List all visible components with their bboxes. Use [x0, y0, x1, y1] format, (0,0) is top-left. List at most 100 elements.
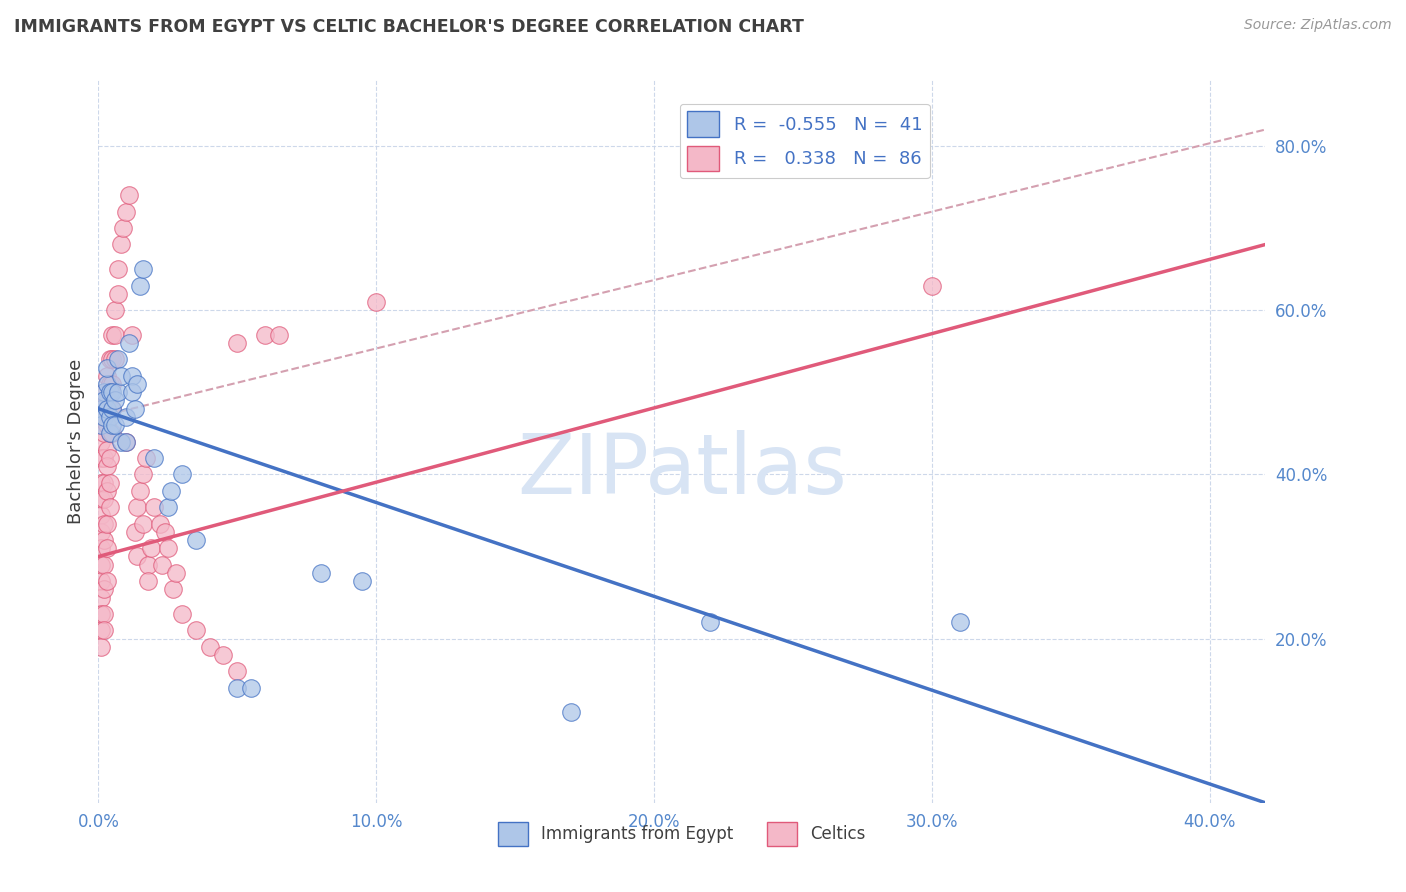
Point	[101, 426, 124, 441]
Point	[156, 500, 179, 515]
Point	[104, 327, 127, 342]
Point	[143, 450, 166, 465]
Point	[132, 262, 155, 277]
Point	[101, 385, 124, 400]
Point	[138, 558, 160, 572]
Point	[96, 442, 118, 457]
Point	[96, 459, 118, 474]
Point	[110, 434, 132, 449]
Point	[98, 352, 121, 367]
Point	[115, 434, 138, 449]
Point	[127, 500, 149, 515]
Point	[93, 624, 115, 638]
Point	[121, 368, 143, 383]
Point	[90, 640, 112, 654]
Point	[118, 188, 141, 202]
Point	[98, 426, 121, 441]
Point	[90, 401, 112, 416]
Point	[98, 377, 121, 392]
Point	[93, 491, 115, 506]
Point	[104, 303, 127, 318]
Point	[560, 706, 582, 720]
Point	[96, 401, 118, 416]
Point	[93, 426, 115, 441]
Point	[93, 409, 115, 424]
Point	[121, 327, 143, 342]
Point	[93, 516, 115, 531]
Point	[101, 377, 124, 392]
Point	[90, 541, 112, 556]
Point	[93, 393, 115, 408]
Point	[90, 591, 112, 605]
Point	[90, 450, 112, 465]
Point	[90, 401, 112, 416]
Point	[212, 648, 235, 662]
Point	[127, 377, 149, 392]
Point	[226, 681, 249, 695]
Point	[198, 640, 221, 654]
Point	[124, 401, 146, 416]
Point	[104, 393, 127, 408]
Point	[121, 385, 143, 400]
Point	[101, 401, 124, 416]
Point	[90, 418, 112, 433]
Point	[115, 409, 138, 424]
Point	[118, 336, 141, 351]
Point	[184, 533, 207, 547]
Point	[141, 541, 163, 556]
Point	[124, 524, 146, 539]
Point	[101, 352, 124, 367]
Point	[90, 558, 112, 572]
Point	[96, 377, 118, 392]
Point	[921, 278, 943, 293]
Point	[93, 558, 115, 572]
Point	[110, 237, 132, 252]
Point	[98, 426, 121, 441]
Point	[98, 409, 121, 424]
Point	[93, 450, 115, 465]
Point	[143, 500, 166, 515]
Point	[129, 483, 152, 498]
Point	[96, 516, 118, 531]
Point	[132, 516, 155, 531]
Point	[93, 385, 115, 400]
Point	[156, 541, 179, 556]
Point	[93, 607, 115, 621]
Point	[93, 475, 115, 490]
Point	[170, 607, 193, 621]
Point	[96, 574, 118, 588]
Point	[107, 385, 129, 400]
Point	[98, 475, 121, 490]
Point	[107, 262, 129, 277]
Point	[104, 352, 127, 367]
Point	[309, 566, 332, 580]
Point	[93, 533, 115, 547]
Point	[226, 336, 249, 351]
Point	[153, 524, 176, 539]
Point	[148, 516, 170, 531]
Point	[96, 360, 118, 375]
Point	[90, 491, 112, 506]
Point	[93, 409, 115, 424]
Point	[267, 327, 290, 342]
Point	[184, 624, 207, 638]
Point	[115, 434, 138, 449]
Point	[93, 385, 115, 400]
Point	[107, 286, 129, 301]
Point	[150, 558, 173, 572]
Point	[90, 524, 112, 539]
Point	[101, 327, 124, 342]
Point	[254, 327, 277, 342]
Point	[93, 582, 115, 597]
Point	[240, 681, 263, 695]
Point	[90, 607, 112, 621]
Point	[104, 418, 127, 433]
Legend: Immigrants from Egypt, Celtics: Immigrants from Egypt, Celtics	[492, 815, 872, 852]
Point	[127, 549, 149, 564]
Point	[90, 574, 112, 588]
Point	[96, 541, 118, 556]
Point	[949, 615, 972, 630]
Point	[96, 393, 118, 408]
Point	[96, 483, 118, 498]
Point	[90, 624, 112, 638]
